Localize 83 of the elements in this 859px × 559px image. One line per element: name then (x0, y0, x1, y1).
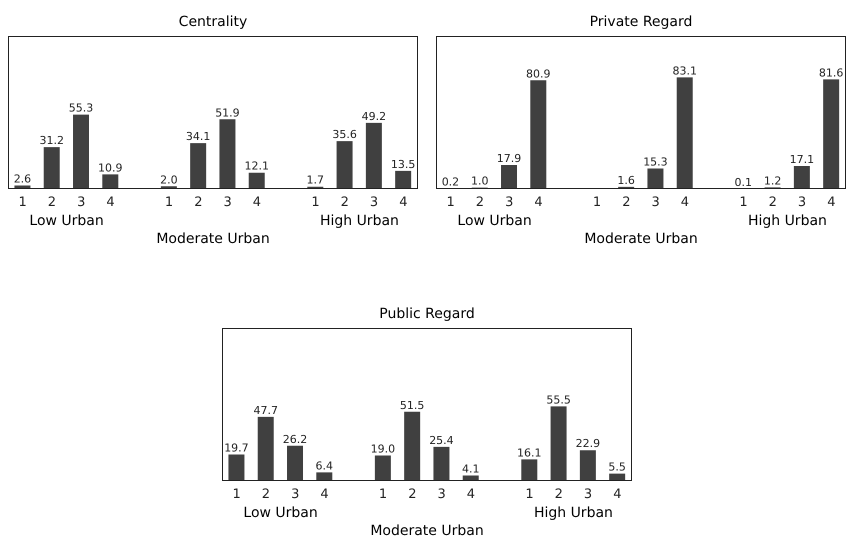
data-label: 83.1 (672, 64, 697, 78)
text: Low Urban (242, 505, 319, 521)
data-label: 13.5 (390, 158, 416, 171)
data-label: 81.6 (818, 66, 844, 80)
text: Low Urban (456, 213, 533, 229)
x-tick-label: 3 (505, 195, 514, 210)
data-label: 4.1 (462, 462, 480, 476)
data-label: 22.9 (576, 437, 600, 450)
data-label: 1.2 (764, 174, 782, 188)
data-label: 35.6 (332, 128, 357, 142)
data-label: 12.1 (244, 160, 269, 173)
x-tick-label: 2 (408, 487, 416, 502)
text: Moderate Urban (583, 231, 699, 247)
x-tick-label: 3 (652, 195, 660, 210)
data-label: 31.2 (39, 134, 64, 148)
x-tick-label: 2 (622, 195, 630, 210)
data-label: 10.9 (98, 161, 123, 174)
x-tick-label: 4 (680, 195, 690, 210)
data-label: 0.1 (734, 176, 752, 189)
x-tick-label: 2 (768, 195, 777, 210)
data-label: 6.4 (316, 459, 334, 472)
chart-title: Centrality (178, 13, 248, 32)
x-tick-label: 4 (827, 195, 836, 210)
data-label: 34.1 (186, 130, 210, 144)
x-tick-label: 1 (311, 195, 320, 210)
data-label: 0.2 (442, 176, 460, 189)
data-label: 15.3 (643, 155, 668, 168)
data-label: 26.2 (282, 432, 308, 446)
x-tick-label: 3 (291, 487, 300, 502)
data-label: 19.7 (224, 442, 249, 455)
data-label: 80.9 (526, 67, 551, 80)
data-label: 19.0 (370, 442, 396, 456)
x-tick-label: 2 (48, 195, 56, 210)
data-label: 51.5 (400, 398, 424, 412)
x-tick-label: 2 (554, 487, 563, 502)
text: High Urban (532, 505, 614, 521)
data-label: 2.0 (160, 173, 178, 186)
data-label: 16.1 (517, 446, 542, 460)
x-tick-label: 1 (525, 487, 534, 502)
x-tick-label: 2 (340, 195, 349, 210)
data-label: 1.0 (470, 174, 488, 188)
x-tick-label: 3 (438, 487, 446, 502)
x-tick-label: 2 (262, 487, 270, 502)
x-tick-label: 1 (446, 195, 455, 210)
data-label: 55.5 (546, 393, 571, 406)
x-tick-label: 1 (232, 487, 241, 502)
x-tick-label: 1 (592, 195, 602, 210)
text: High Urban (318, 213, 400, 229)
text: Moderate Urban (369, 523, 485, 539)
chart-title: Public Regard (378, 305, 476, 324)
data-label: 2.6 (14, 172, 32, 186)
chart-title: Private Regard (588, 13, 694, 32)
text: Moderate Urban (155, 231, 271, 247)
x-tick-label: 4 (320, 487, 329, 502)
x-tick-label: 3 (370, 195, 378, 210)
data-label: 17.1 (790, 153, 814, 166)
x-tick-label: 2 (476, 195, 484, 210)
x-tick-label: 3 (798, 195, 806, 210)
x-tick-label: 4 (399, 195, 408, 210)
data-label: 17.9 (496, 152, 522, 165)
x-tick-label: 3 (584, 487, 592, 502)
x-tick-label: 1 (378, 487, 388, 502)
text: High Urban (746, 213, 828, 229)
data-label: 47.7 (253, 404, 278, 417)
text: Low Urban (28, 213, 105, 229)
x-tick-label: 2 (194, 195, 202, 210)
x-tick-label: 4 (466, 487, 476, 502)
x-tick-label: 4 (252, 195, 262, 210)
x-tick-label: 4 (534, 195, 543, 210)
x-tick-label: 4 (613, 487, 622, 502)
data-label: 1.6 (617, 174, 635, 187)
data-label: 55.3 (68, 102, 94, 115)
x-tick-label: 3 (77, 195, 86, 210)
data-label: 1.7 (306, 174, 324, 187)
data-label: 49.2 (362, 110, 386, 123)
x-tick-label: 1 (164, 195, 174, 210)
data-label: 51.9 (215, 106, 240, 120)
x-tick-label: 3 (224, 195, 232, 210)
x-tick-label: 4 (106, 195, 115, 210)
x-tick-label: 1 (739, 195, 748, 210)
x-tick-label: 1 (18, 195, 27, 210)
data-label: 25.4 (429, 434, 454, 447)
data-label: 5.5 (608, 460, 626, 474)
